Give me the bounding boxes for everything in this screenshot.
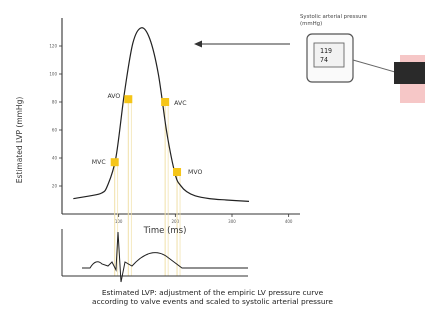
valve-events: AVO AVC MVC MVO bbox=[92, 93, 202, 176]
arm-cuff-icon bbox=[394, 55, 425, 103]
arrow-icon bbox=[194, 40, 290, 48]
ecg-trace bbox=[82, 231, 248, 283]
device-caption-unit: (mmHg) bbox=[300, 21, 322, 27]
x-tick-label: 100 bbox=[115, 219, 123, 224]
event-label-mvc: MVC bbox=[92, 159, 106, 166]
x-tick-label: 300 bbox=[228, 219, 236, 224]
x-tick-label: 400 bbox=[285, 219, 293, 224]
y-tick-label: 120 bbox=[49, 44, 57, 49]
x-axis-title: Time (ms) bbox=[143, 226, 187, 236]
event-guides bbox=[114, 99, 181, 276]
ecg-trace-group bbox=[61, 229, 248, 283]
blood-pressure-monitor-icon: 119 74 bbox=[306, 33, 396, 83]
caption-line-2: according to valve events and scaled to … bbox=[92, 297, 333, 306]
lvp-curve-line bbox=[73, 27, 250, 202]
caption-line-1: Estimated LVP: adjustment of the empiric… bbox=[101, 288, 324, 297]
figure-caption: Estimated LVP: adjustment of the empiric… bbox=[0, 288, 425, 306]
y-axis-title: Estimated LVP (mmHg) bbox=[15, 97, 24, 184]
y-tick-label: 80 bbox=[52, 100, 58, 105]
event-label-mvo: MVO bbox=[188, 169, 202, 176]
diastolic-reading: 74 bbox=[320, 56, 328, 64]
chart-axes: 20 40 60 80 100 120 100 200 300 400 bbox=[49, 18, 300, 224]
y-tick-label: 40 bbox=[52, 156, 58, 161]
x-tick-label: 200 bbox=[172, 219, 180, 224]
event-marker-mvc bbox=[110, 158, 119, 167]
event-marker-mvo bbox=[173, 168, 182, 176]
event-marker-avc bbox=[161, 98, 170, 106]
event-label-avo: AVO bbox=[107, 93, 120, 100]
event-marker-avo bbox=[124, 95, 133, 104]
y-tick-label: 60 bbox=[52, 128, 58, 133]
systolic-reading: 119 bbox=[320, 47, 332, 55]
event-label-avc: AVC bbox=[174, 100, 186, 107]
y-tick-label: 100 bbox=[49, 72, 57, 77]
device-caption: Systolic arterial pressure bbox=[300, 14, 368, 20]
y-tick-label: 20 bbox=[52, 184, 58, 189]
lvp-curve-group bbox=[73, 27, 250, 202]
